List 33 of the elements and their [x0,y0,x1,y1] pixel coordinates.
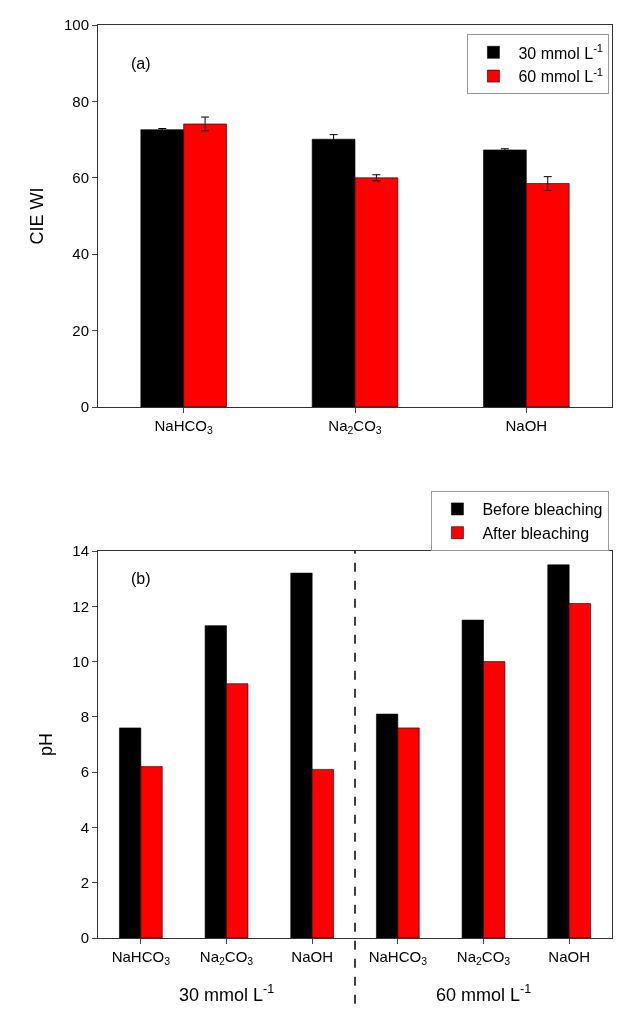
text: 30 mmol L$^{-1}$ [179,982,275,1005]
y-tick-label: 10 [72,652,89,670]
y-axis-title: CIE WI [27,187,48,245]
legend-label: 60 mmol L$^{-1}$ [518,65,604,86]
y-tick-label: 0 [80,398,89,416]
y-tick-label: 100 [63,16,89,34]
x-tick-label: NaOH [291,948,334,965]
y-tick-label: 60 [72,169,89,187]
x-tick-label: Na$_{2}$CO$_{3}$ [456,948,511,968]
annotation: (b) [131,570,151,587]
legend-label: 30 mmol L$^{-1}$ [518,41,604,62]
y-tick-label: 40 [72,245,89,263]
y-tick-label: 8 [80,708,89,726]
legend-label: Before bleaching [482,501,603,519]
legend-label: After bleaching [482,524,590,542]
x-tick-label: Na$_{2}$CO$_{3}$ [328,417,382,437]
y-tick-label: 2 [80,873,89,891]
y-tick-label: 4 [80,818,89,836]
y-tick-label: 20 [72,321,89,339]
text: 60 mmol L$^{-1}$ [436,982,532,1005]
x-tick-label: NaHCO$_{3}$ [111,948,171,968]
x-tick-label: NaOH [548,948,591,965]
y-axis-title: pH [35,732,56,757]
x-tick-label: NaHCO$_{3}$ [368,948,428,968]
y-tick-label: 0 [80,929,89,947]
x-tick-label: NaOH [505,417,548,434]
x-tick-label: NaHCO$_{3}$ [154,417,214,437]
y-tick-label: 6 [80,763,89,781]
y-tick-label: 12 [72,597,89,615]
annotation: (a) [131,55,151,72]
x-tick-label: Na$_{2}$CO$_{3}$ [199,948,254,968]
y-tick-label: 14 [72,542,89,560]
y-tick-label: 80 [72,92,89,110]
